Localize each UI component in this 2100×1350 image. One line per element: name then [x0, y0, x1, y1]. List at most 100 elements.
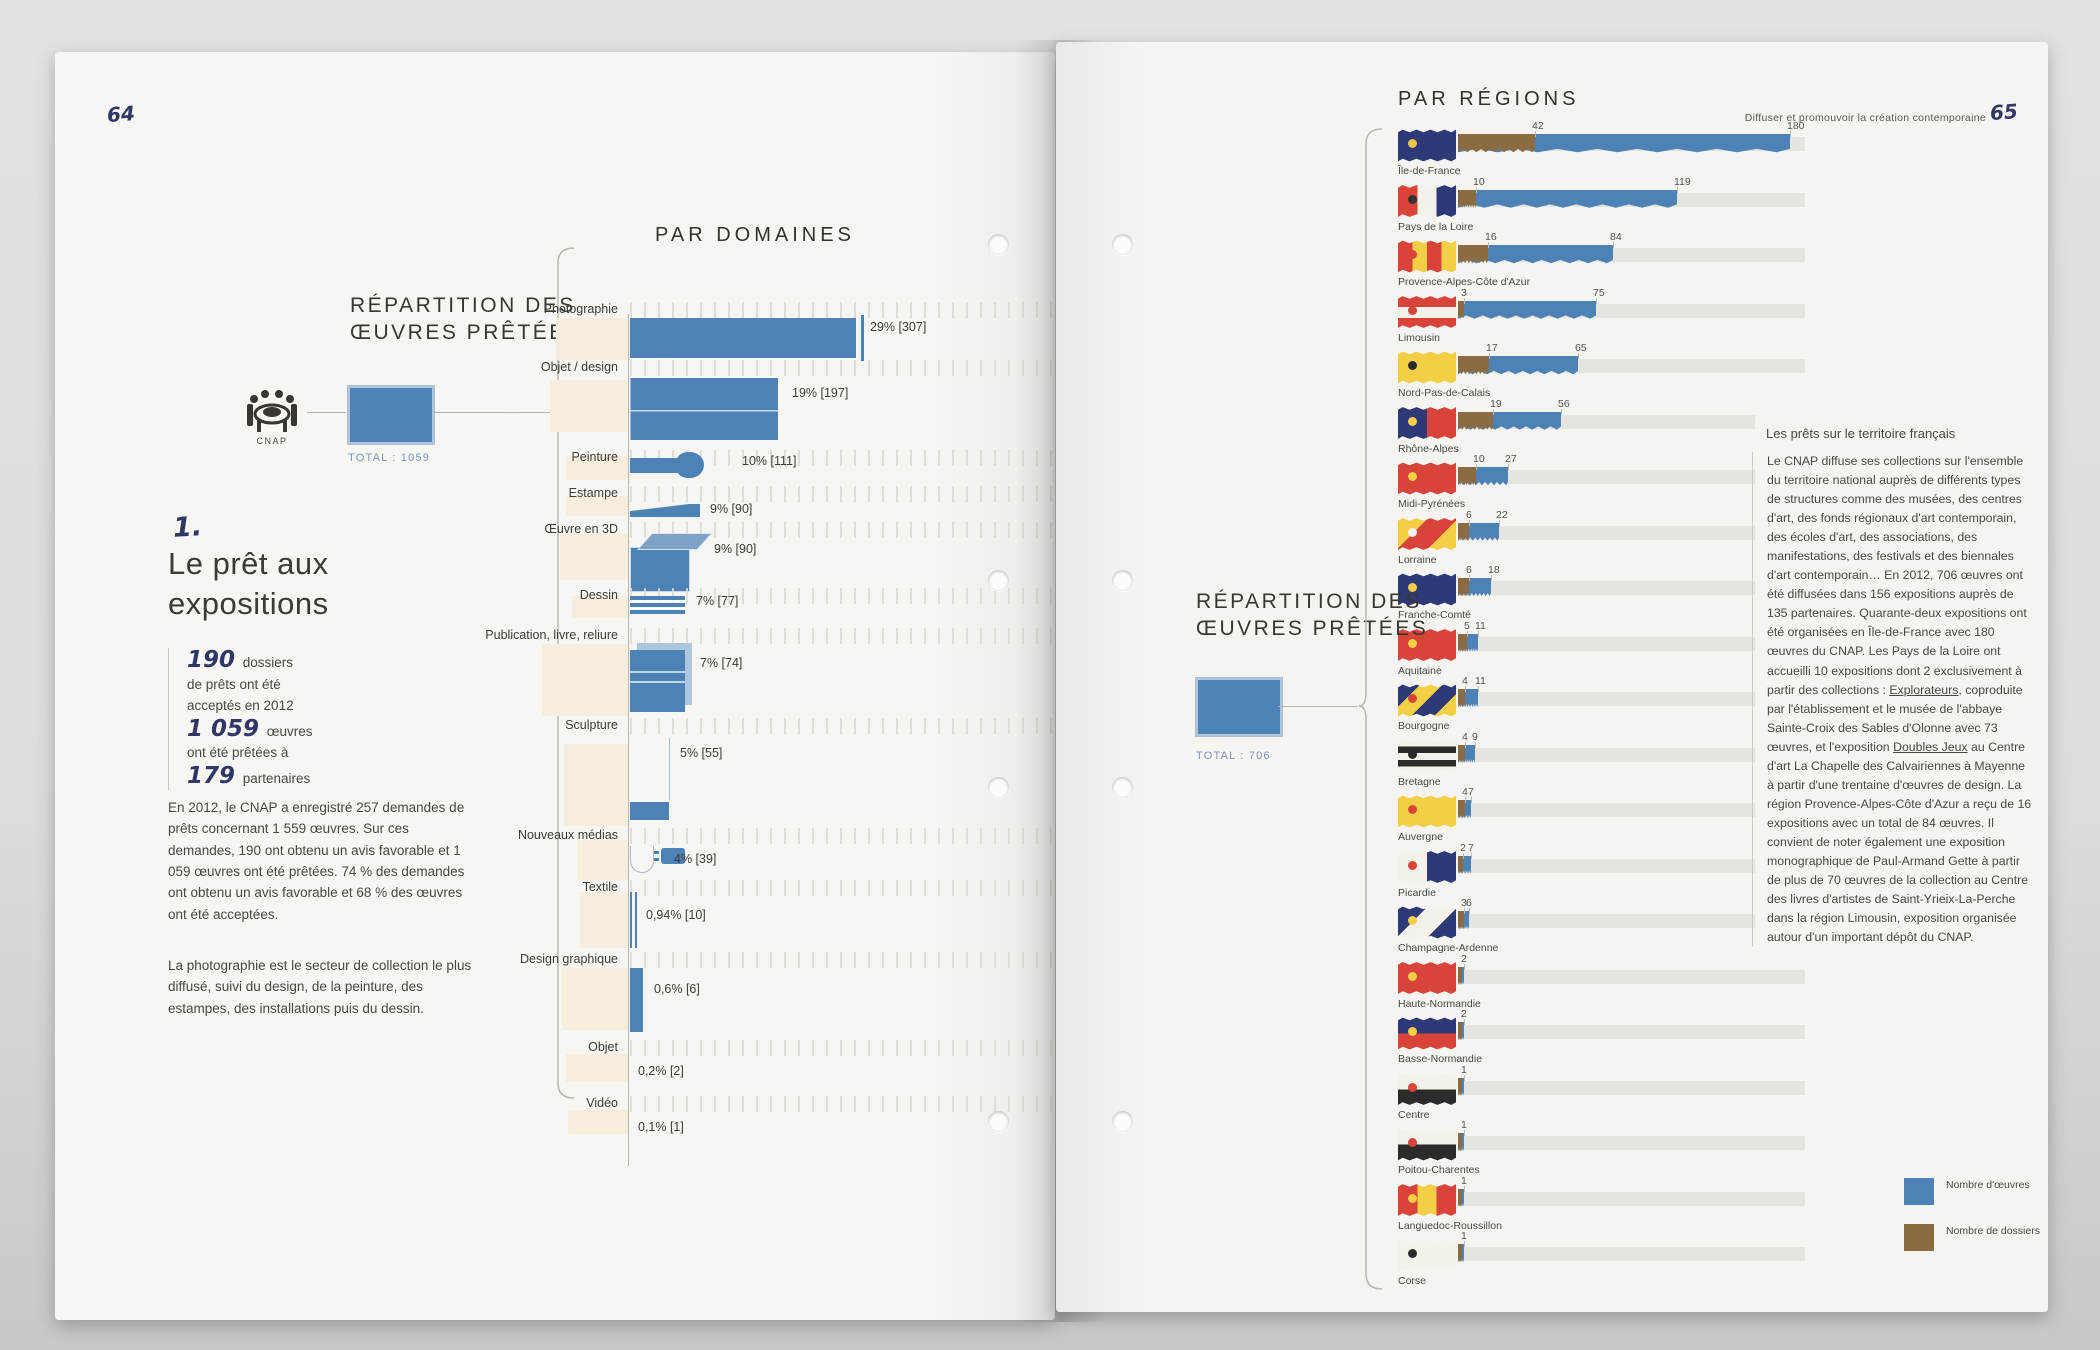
flag-emblem: [1408, 916, 1417, 925]
plug-bar: [654, 848, 685, 864]
domain-value-label: 0,2% [2]: [638, 1064, 684, 1078]
region-row: 5 11 Aquitaine: [1398, 620, 1878, 682]
dossiers-value: 10: [1473, 175, 1485, 188]
tick-pattern: [630, 880, 1190, 896]
flag-emblem: [1408, 860, 1417, 870]
value-pointer: [1465, 686, 1466, 692]
camera-shutter-line: [861, 315, 864, 361]
legend-item: Nombre de dossiers: [1904, 1224, 2044, 1252]
value-pointer: [1491, 575, 1492, 581]
region-label: Bretagne: [1398, 775, 1441, 788]
page-number-left: 64: [106, 101, 136, 127]
key-figure-line: 190 dossiers: [187, 647, 294, 673]
region-label: Pays de la Loire: [1398, 220, 1474, 233]
legend-swatch: [1904, 1178, 1934, 1205]
region-row: 3 6 Champagne-Ardenne: [1398, 897, 1878, 959]
tick-pattern: [630, 1040, 1190, 1056]
domain-row: Estampe 9% [90]: [470, 486, 1190, 522]
dossiers-value: 6: [1466, 564, 1472, 576]
tick-pattern: [630, 486, 1190, 502]
total-label-right: TOTAL : 706: [1196, 750, 1271, 762]
regions-text-paragraph: Le CNAP diffuse ses collections sur l'en…: [1752, 452, 2035, 948]
domain-value-label: 0,6% [6]: [654, 982, 700, 996]
region-row: 2 7 Picardie: [1398, 842, 1878, 904]
value-pointer: [1476, 464, 1477, 470]
text-segment: , coproduite par l'établissement et le m…: [1767, 682, 2023, 754]
region-flag-icon: [1398, 351, 1456, 384]
domain-value-label: 19% [197]: [792, 386, 849, 400]
plug-cable: [630, 846, 654, 873]
domains-chart-title: PAR DOMAINES: [655, 224, 855, 246]
value-pointer: [1464, 1241, 1465, 1247]
bar-track: [1458, 470, 1755, 484]
domain-row: Œuvre en 3D 9% [90]: [470, 522, 1190, 593]
oeuvres-value: 65: [1575, 342, 1587, 354]
key-figures: 190 dossiers de prêts ont été acceptés en …: [168, 647, 447, 790]
value-pointer: [1489, 353, 1490, 359]
legend-label: Nombre de dossiers: [1946, 1225, 2040, 1237]
region-label: Basse-Normandie: [1398, 1053, 1483, 1065]
domain-pictogram-ghost: [566, 496, 628, 516]
value-pointer: [1508, 464, 1509, 470]
region-label: Poitou-Charentes: [1398, 1164, 1480, 1176]
value-pointer: [1469, 908, 1470, 914]
value-pointer: [1475, 741, 1476, 748]
value-pointer: [1499, 519, 1500, 526]
poster-bar: [630, 968, 643, 1032]
region-flag-icon: [1398, 1017, 1456, 1050]
plinth-pointer-line: [669, 738, 670, 800]
bar-track: [1458, 636, 1755, 651]
region-label: Centre: [1398, 1108, 1430, 1121]
region-flag-icon: [1398, 962, 1456, 994]
oeuvres-bar: [1458, 300, 1596, 319]
dossiers-value: 10: [1473, 453, 1485, 465]
region-label: Bourgogne: [1398, 720, 1450, 732]
pencil-bar: [630, 596, 685, 614]
region-row: 3 75 Limousin: [1398, 287, 1878, 349]
repartition-heading-right: RÉPARTITION DES ŒUVRES PRÊTÉES: [1196, 590, 1429, 641]
region-label: Picardie: [1398, 886, 1436, 899]
chart-legend: Nombre d'œuvres Nombre de dossiers: [1904, 1178, 2044, 1270]
value-pointer: [1471, 852, 1472, 859]
domain-row: Vidéo 0,1% [1]: [470, 1096, 1190, 1152]
bar-track: [1458, 803, 1755, 817]
domain-label: Objet / design: [540, 360, 618, 374]
camera-bar: [630, 318, 856, 358]
dossiers-value: 16: [1485, 231, 1497, 243]
value-pointer: [1464, 297, 1465, 304]
connector-line: [1278, 706, 1358, 707]
region-label: Lorraine: [1398, 553, 1437, 566]
domain-pictogram-ghost: [566, 456, 628, 480]
region-label: Aquitaine: [1398, 664, 1442, 677]
domain-label: Textile: [582, 880, 618, 894]
oeuvres-value: 6: [1466, 897, 1472, 909]
region-row: 1 Languedoc-Roussillon: [1398, 1175, 1878, 1237]
section-number: 1.: [172, 511, 203, 544]
oeuvres-value: 9: [1472, 730, 1478, 743]
region-label: Champagne-Ardenne: [1398, 942, 1499, 954]
flag-emblem: [1408, 1249, 1417, 1258]
region-label: Franche-Comté: [1398, 609, 1471, 621]
tick-pattern: [630, 828, 1190, 844]
dossiers-bar: [1458, 1022, 1462, 1041]
value-pointer: [1469, 575, 1470, 581]
region-flag-icon: [1398, 518, 1456, 550]
exhibition-title: Explorateurs: [1889, 682, 1959, 697]
region-row: 10 119 Pays de la Loire: [1398, 176, 1878, 238]
oeuvres-bar: [1458, 134, 1790, 153]
flag-emblem: [1408, 1138, 1417, 1147]
region-flag-icon: [1398, 1073, 1456, 1105]
dossiers-bar: [1458, 1244, 1462, 1263]
region-flag-icon: [1398, 795, 1456, 828]
section-title: Le prêt aux expositions: [168, 546, 329, 621]
flag-emblem: [1408, 472, 1417, 481]
bar-track: [1458, 1080, 1805, 1095]
region-label: Auvergne: [1398, 831, 1443, 843]
plinth-bar: [630, 802, 669, 820]
domain-label: Peinture: [571, 450, 618, 464]
region-row: 6 18 Franche-Comté: [1398, 564, 1878, 626]
book-bar: [630, 650, 685, 712]
flag-emblem: [1408, 694, 1417, 703]
domain-label: Estampe: [568, 486, 618, 500]
domain-label: Nouveaux médias: [517, 828, 618, 842]
